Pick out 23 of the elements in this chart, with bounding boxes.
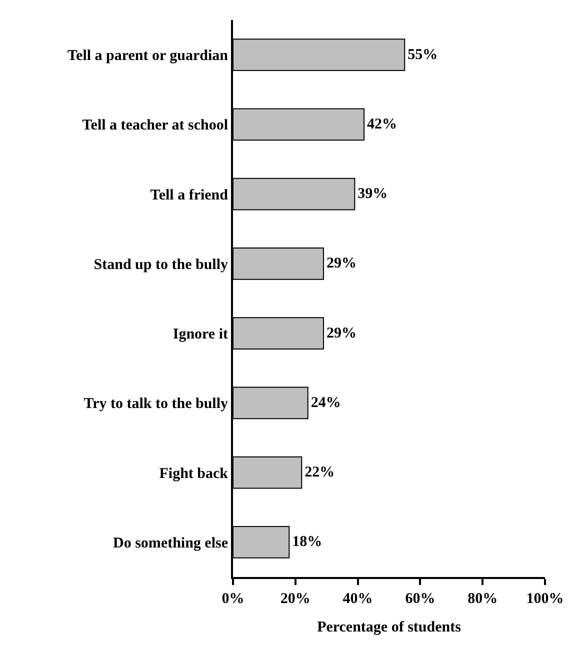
data-label: 29% [326,256,356,272]
x-tick-label: 20% [280,591,310,607]
y-tick-label: Ignore it [172,326,228,343]
y-tick-label: Fight back [159,466,229,482]
y-tick-label: Tell a teacher at school [82,118,228,134]
y-tick-label: Stand up to the bully [94,256,228,273]
y-tick-label: Tell a parent or guardian [67,48,229,64]
y-tick-label: Do something else [113,535,228,552]
y-tick-label: Tell a friend [150,187,229,204]
data-label: 42% [367,116,398,132]
x-axis-title: Percentage of students [317,620,462,636]
data-label: 24% [310,394,341,411]
data-label: 18% [292,534,322,550]
x-tick-label: 40% [342,591,373,607]
x-tick-label: 80% [468,591,498,607]
x-tick-label: 100% [526,591,564,607]
y-tick-label: Try to talk to the bully [84,396,228,412]
x-tick-label: 0% [222,591,244,607]
data-label: 22% [304,464,335,481]
data-label: 29% [326,325,356,342]
data-label: 55% [408,46,438,63]
data-label: 39% [358,186,388,202]
x-tick-label: 60% [405,591,436,607]
